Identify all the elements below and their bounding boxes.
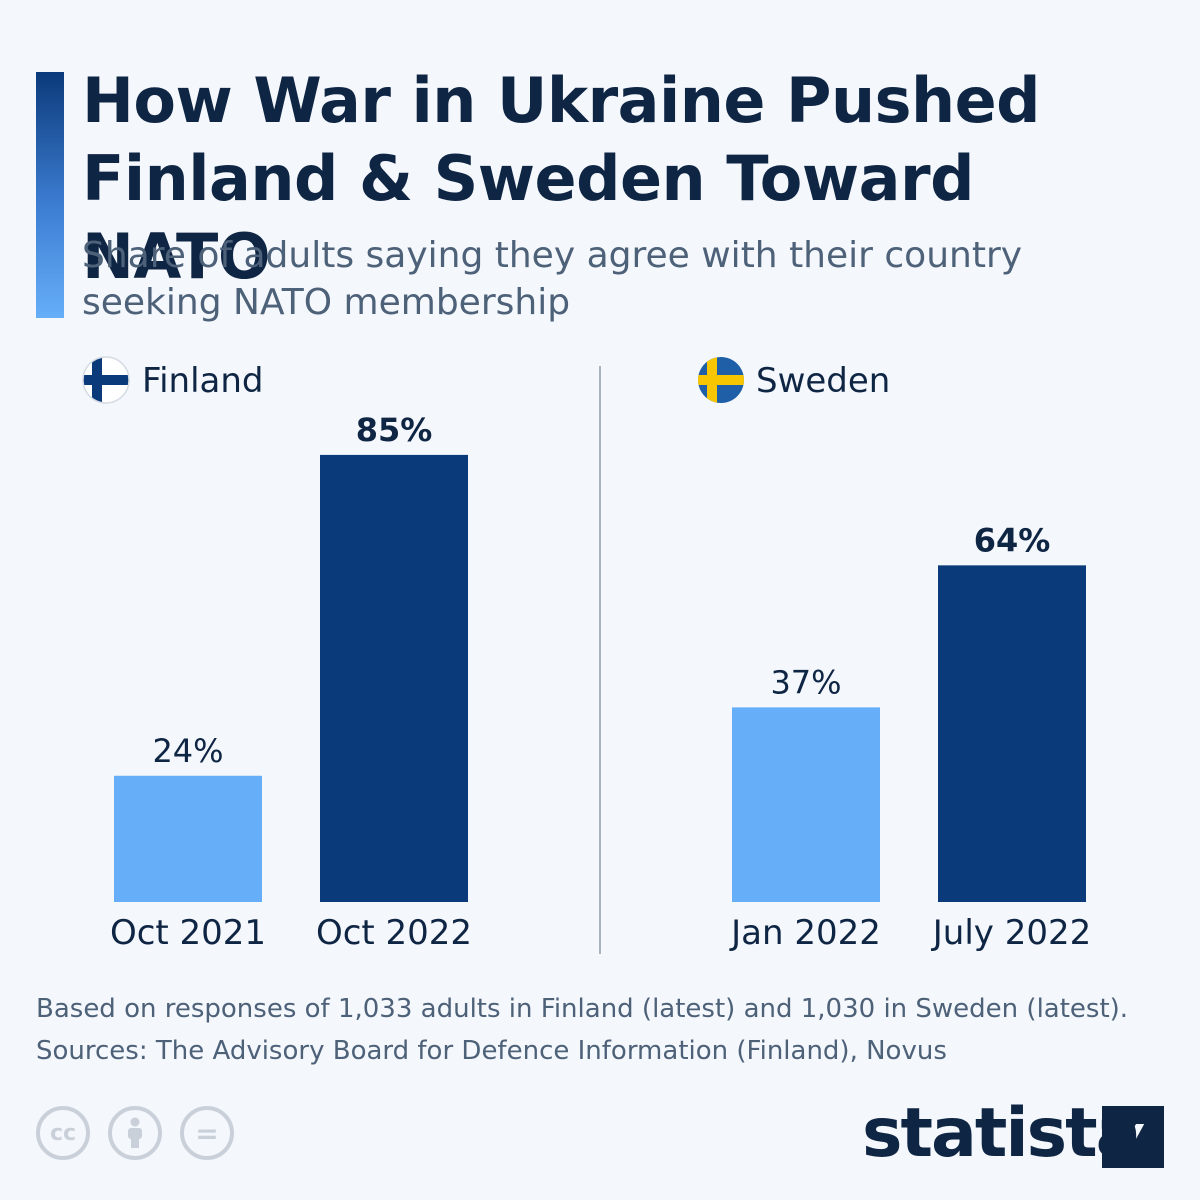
tick-label-sweden-jan-2022: Jan 2022 [729, 913, 881, 953]
cc-symbol: cc [49, 1120, 77, 1146]
value-label-finland-oct-2021: 24% [152, 732, 223, 770]
bars-layer: 24% Oct 2021 85% Oct 2022 37% Jan 2022 64% July… [110, 411, 1091, 953]
chart-title: How War in Ukraine Pushed Finland & Swed… [82, 62, 1182, 296]
bar-finland-oct-2021 [114, 775, 262, 902]
subtitle-line-1: Share of adults saying they agree with t… [82, 235, 1023, 276]
statista-logo: statista [862, 1094, 1164, 1174]
attribution-icon [108, 1106, 162, 1160]
footnote-note: Based on responses of 1,033 adults in Fi… [36, 994, 1129, 1024]
subtitle-line-2: seeking NATO membership [82, 282, 571, 323]
title-accent-bar [36, 72, 64, 318]
statista-mark-icon [1102, 1106, 1164, 1168]
bar-finland-oct-2022 [320, 454, 468, 902]
tick-label-finland-oct-2022: Oct 2022 [316, 913, 472, 953]
creative-commons-icon: cc [36, 1106, 90, 1160]
tick-label-finland-oct-2021: Oct 2021 [110, 913, 266, 953]
person-icon [128, 1117, 142, 1148]
title-line-2: Finland & Sweden Toward NATO [82, 142, 974, 293]
value-label-finland-oct-2022: 85% [356, 411, 433, 449]
no-derivatives-icon: = [180, 1106, 234, 1160]
panel-label-finland: Finland [142, 361, 264, 401]
bar-sweden-jan-2022 [732, 707, 880, 902]
value-label-sweden-jan-2022: 37% [770, 663, 841, 701]
bar-sweden-july-2022 [938, 565, 1086, 902]
title-line-1: How War in Ukraine Pushed [82, 64, 1041, 137]
value-label-sweden-july-2022: 64% [974, 521, 1051, 559]
panel-label-sweden: Sweden [756, 361, 890, 401]
bar-chart: Finland Sweden 24% Oct 2021 85% Oct 2022 37%… [82, 356, 1091, 954]
footnote-sources: Sources: The Advisory Board for Defence … [36, 1036, 947, 1066]
brand-wordmark: statista [862, 1094, 1142, 1173]
eq-symbol: = [195, 1116, 219, 1150]
finland-flag-icon [82, 356, 130, 404]
chart-subtitle: Share of adults saying they agree with t… [82, 232, 1162, 326]
tick-label-sweden-july-2022: July 2022 [931, 913, 1091, 953]
footnote: Based on responses of 1,033 adults in Fi… [36, 988, 1186, 1072]
sweden-flag-icon [698, 357, 744, 403]
